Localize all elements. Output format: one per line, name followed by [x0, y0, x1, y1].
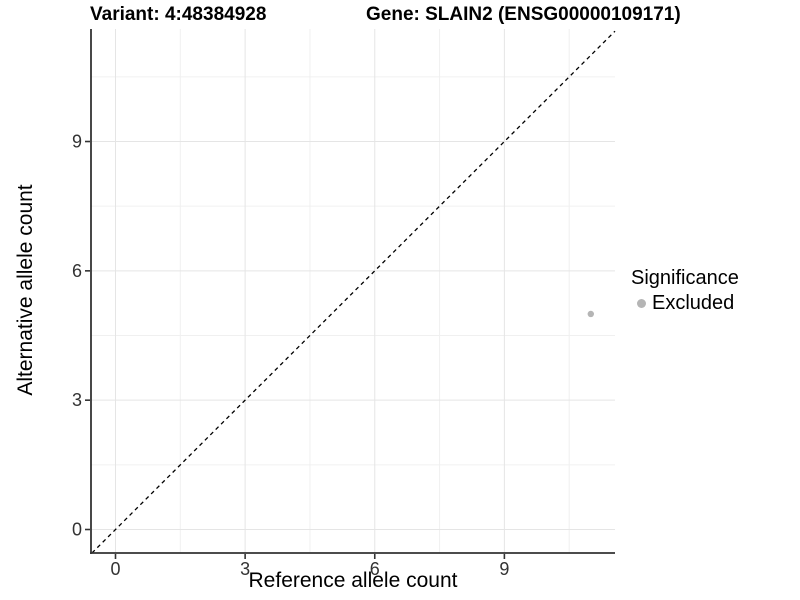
identity-reference-line — [91, 30, 616, 554]
gene-title: Gene: SLAIN2 (ENSG00000109171) — [366, 4, 681, 25]
x-tick-label: 9 — [499, 559, 509, 579]
data-point — [587, 310, 595, 318]
y-tick-label: 3 — [72, 390, 82, 410]
y-tick-label: 6 — [72, 261, 82, 281]
x-tick-label: 3 — [240, 559, 250, 579]
y-tick-label: 9 — [72, 132, 82, 152]
legend-key-dot-icon — [637, 299, 646, 308]
x-tick-label: 0 — [110, 559, 120, 579]
x-axis-label: Reference allele count — [248, 569, 458, 592]
legend: Significance Excluded — [631, 267, 739, 315]
variant-title: Variant: 4:48384928 — [90, 4, 267, 25]
y-tick-label: 0 — [72, 520, 82, 540]
x-tick-label: 6 — [370, 559, 380, 579]
legend-title: Significance — [631, 267, 739, 289]
legend-item-label: Excluded — [652, 292, 735, 314]
y-axis-label: Alternative allele count — [14, 184, 37, 396]
legend-item-excluded: Excluded — [631, 292, 739, 315]
